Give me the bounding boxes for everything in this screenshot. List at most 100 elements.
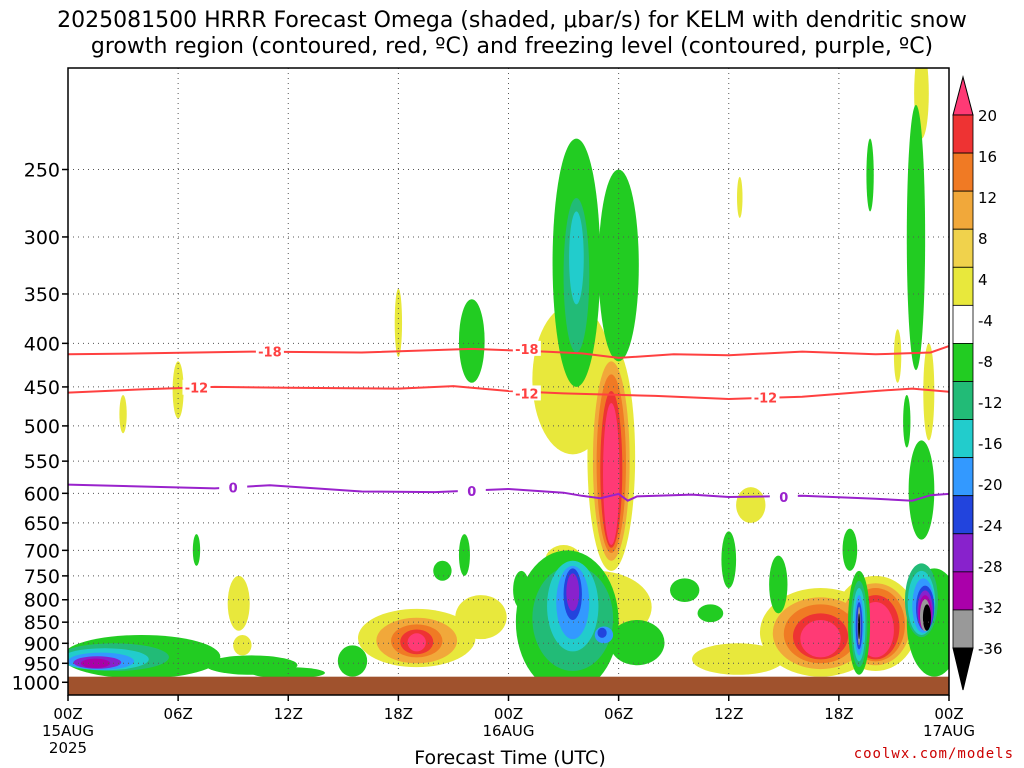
contour-label--12-0: -12 <box>185 382 209 397</box>
omega-region--36-87 <box>858 613 860 640</box>
colorbar-swatch-3 <box>952 190 974 230</box>
contour-label-bg-0-1 <box>457 482 486 498</box>
y-tick-label-300: 300 <box>24 227 60 249</box>
omega-region-4-12 <box>233 634 252 656</box>
omega-region--28-82 <box>80 658 111 668</box>
omega-region-20-35 <box>603 403 620 546</box>
omega-region--4-49 <box>721 531 737 588</box>
colorbar-swatch-9 <box>952 419 974 459</box>
axes: 2503003504004505005506006507007508008509… <box>12 67 975 757</box>
contour-label-bg--18-1 <box>512 340 541 356</box>
x-tick-date-48: 17AUG <box>923 722 975 740</box>
y-tick-label-650: 650 <box>24 513 60 535</box>
omega-region-20-33 <box>800 619 841 658</box>
y-tick-label-700: 700 <box>24 540 60 562</box>
ground-layer <box>68 676 949 695</box>
contour-label-bg--18-0 <box>255 343 284 359</box>
colorbar-swatch-6 <box>952 304 974 344</box>
contour-label-bg--12-0 <box>182 379 211 395</box>
omega-region-4-11 <box>227 575 250 631</box>
colorbar-label-0: 20 <box>978 107 997 125</box>
y-tick-label-350: 350 <box>24 284 60 306</box>
colorbar-label-13: -36 <box>978 640 1003 658</box>
colorbar-swatch-5 <box>952 266 974 306</box>
omega-region--4-41 <box>903 395 911 448</box>
omega-region--24-79 <box>566 573 580 612</box>
colorbar: 20 16 12 8 4 -4 -8 -12 -16 -20 -24 -28 -32 -36 <box>952 75 1003 691</box>
omega-region--4-51 <box>842 528 858 571</box>
x-tick-label-0: 00Z <box>53 705 82 723</box>
y-tick-label-250: 250 <box>24 160 60 182</box>
omega-region-4-7 <box>923 343 935 441</box>
colorbar-label-11: -28 <box>978 558 1003 576</box>
omega-region--36-86 <box>922 604 932 631</box>
contour-label-bg--12-2 <box>751 389 780 405</box>
colorbar-swatch-4 <box>952 228 974 268</box>
omega-region--4-47 <box>670 578 700 603</box>
colorbar-swatch-14 <box>952 609 974 649</box>
colorbar-swatch-7 <box>952 343 974 382</box>
omega-region-4-10 <box>736 487 766 523</box>
omega-region-4-4 <box>172 361 184 419</box>
colorbar-label-5: -4 <box>978 312 993 330</box>
y-tick-label-400: 400 <box>24 333 60 355</box>
contour-line--18 <box>68 345 949 359</box>
x-tick-year-0: 2025 <box>49 739 87 757</box>
chart-title-line1: 2025081500 HRRR Forecast Omega (shaded, … <box>57 8 967 33</box>
colorbar-bottom-arrow <box>952 647 974 691</box>
colorbar-swatch-13 <box>952 571 974 611</box>
colorbar-label-4: 4 <box>978 271 988 289</box>
contour-label-0-2: 0 <box>779 491 788 506</box>
omega-region--20-76 <box>597 627 607 638</box>
credit-text: coolwx.com/models <box>853 746 1014 762</box>
contour-line-0 <box>68 483 949 502</box>
x-tick-date-0: 15AUG <box>42 722 94 740</box>
ground-fill <box>68 676 949 695</box>
x-axis-label: Forecast Time (UTC) <box>414 747 605 768</box>
omega-region-4-14 <box>455 595 507 640</box>
omega-region-4-3 <box>394 288 403 357</box>
omega-region--4-56 <box>609 619 665 666</box>
y-tick-label-500: 500 <box>24 416 60 438</box>
y-tick-label-450: 450 <box>24 377 60 399</box>
contour-label--12-2: -12 <box>754 391 778 406</box>
contour-label-bg--12-1 <box>512 385 541 401</box>
omega-region--4-59 <box>251 667 325 679</box>
colorbar-swatch-11 <box>952 495 974 535</box>
omega-region--4-40 <box>458 299 485 383</box>
colorbar-swatch-2 <box>952 152 974 192</box>
colorbar-swatch-12 <box>952 533 974 573</box>
x-tick-label-48: 00Z <box>934 705 963 723</box>
x-tick-label-24: 00Z <box>494 705 523 723</box>
chart-title-line2: growth region (contoured, red, ºC) and f… <box>91 34 933 59</box>
omega-region--4-36 <box>866 138 874 212</box>
colorbar-label-1: 16 <box>978 148 997 166</box>
omega-region-20-32 <box>407 633 426 652</box>
omega-region--4-43 <box>192 534 201 566</box>
contour-label-bg-0-0 <box>219 479 248 495</box>
colorbar-label-12: -32 <box>978 599 1003 617</box>
contour-label--18-1: -18 <box>515 343 539 358</box>
y-tick-label-600: 600 <box>24 483 60 505</box>
colorbar-label-10: -24 <box>978 517 1003 535</box>
x-tick-label-6: 06Z <box>163 705 192 723</box>
contour-label-0-1: 0 <box>467 485 476 500</box>
x-tick-label-36: 12Z <box>714 705 743 723</box>
x-tick-date-24: 16AUG <box>483 722 535 740</box>
y-tick-label-750: 750 <box>24 566 60 588</box>
colorbar-swatch-1 <box>952 114 974 154</box>
omega-region--4-39 <box>598 169 639 362</box>
colorbar-label-6: -8 <box>978 353 993 371</box>
omega-region-4-5 <box>119 395 127 434</box>
colorbar-label-7: -12 <box>978 394 1003 412</box>
omega-region--4-54 <box>337 645 368 677</box>
omega-region--12-65 <box>569 211 584 305</box>
plot-area <box>68 68 949 694</box>
omega-region--4-48 <box>697 604 724 623</box>
omega-region--4-45 <box>458 534 470 576</box>
omega-region--4-37 <box>906 105 926 371</box>
y-tick-label-800: 800 <box>24 590 60 612</box>
contour-lines: -18 -18 -12 -12 -12 0 0 0 <box>68 340 949 506</box>
x-tick-label-18: 18Z <box>384 705 413 723</box>
y-tick-label-850: 850 <box>24 612 60 634</box>
